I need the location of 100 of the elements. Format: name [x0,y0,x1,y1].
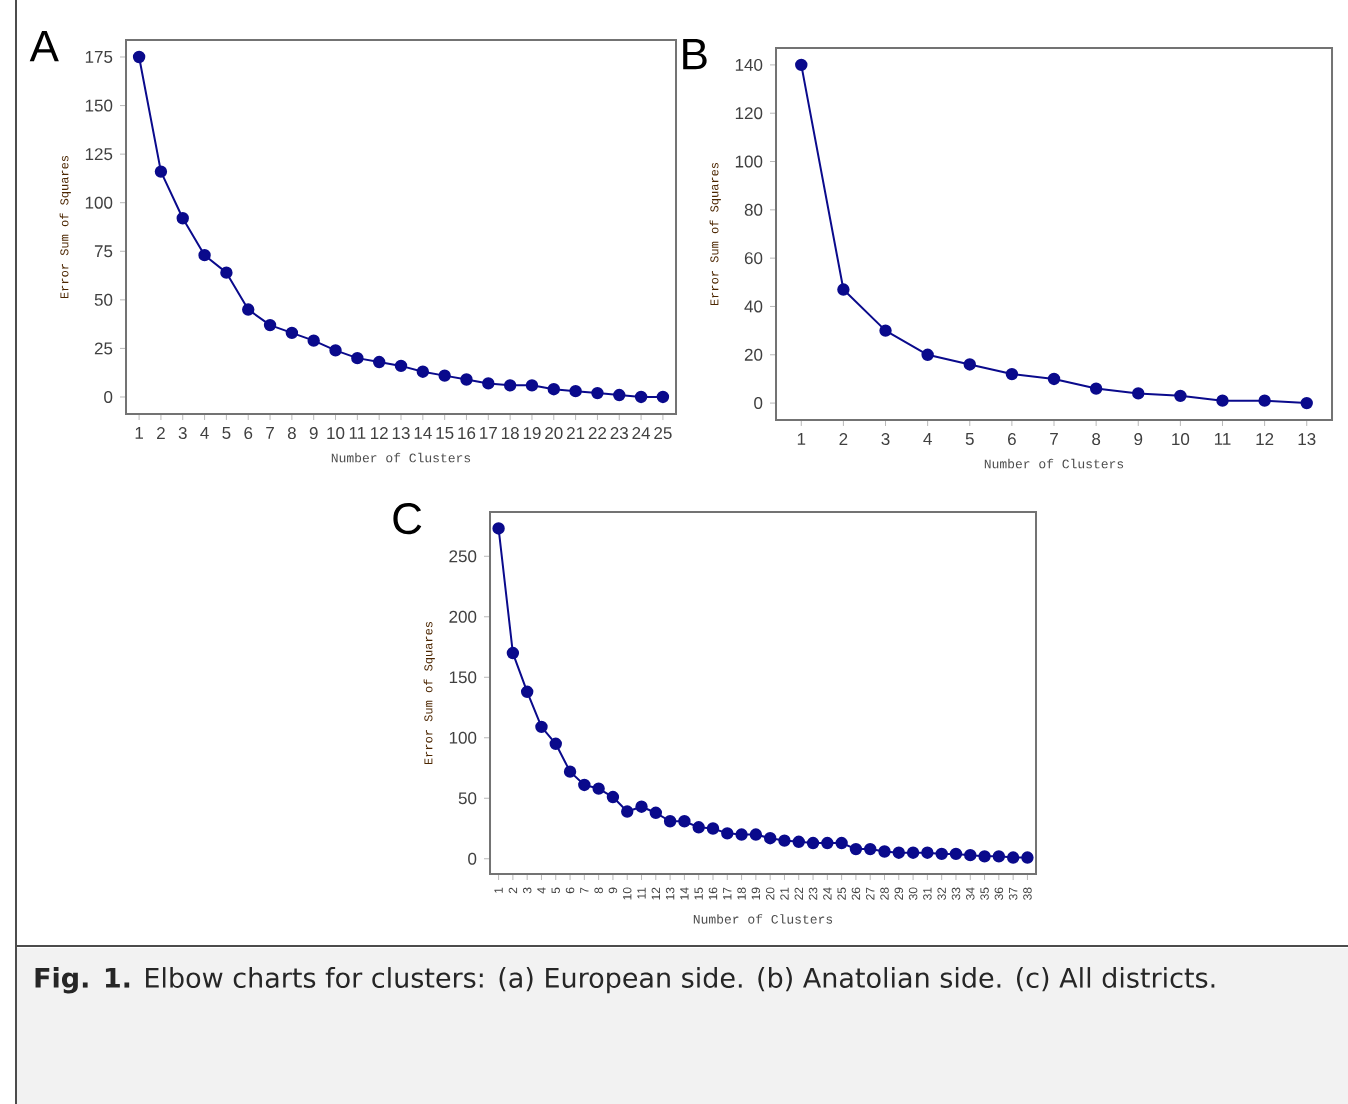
point [678,815,691,828]
point [569,384,582,398]
y-tick-label: 50 [458,792,477,805]
point [1132,387,1145,400]
x-tick-label: 14 [414,427,432,439]
y-tick-label: 25 [94,342,113,355]
point [563,765,577,778]
point [606,790,620,804]
point [176,212,189,225]
point [613,388,626,402]
y-tick-label: 120 [735,107,763,120]
text: Fig. 1. Elbow charts for clusters: (a) European side. (b) Anatolian side. (c) All districts. [35,967,1215,994]
x-tick-label: 17 [480,427,497,439]
point [778,834,791,847]
chart-title: B [683,39,707,70]
point [154,165,168,178]
point [394,359,408,373]
x-tick-label: 18 [501,427,519,440]
chart-title: C [393,503,422,535]
point [307,334,320,347]
point [1005,367,1019,381]
x-tick-label: 1 [135,427,143,439]
point [506,646,520,660]
y-tick-label: 0 [104,390,113,403]
y-tick-label: 140 [735,58,763,71]
point [263,318,277,332]
point [706,822,720,835]
x-tick-label: 21 [567,427,585,439]
x-tick-label: 15 [436,427,454,439]
x-tick-label: 4 [200,427,209,439]
point [520,685,534,698]
point [921,348,934,361]
x-tick-label: 13 [1298,433,1316,446]
point [821,836,834,850]
x-tick-label: 22 [588,427,607,439]
point [132,50,146,64]
x-tick-label: 10 [1172,433,1190,446]
x-tick-label: 13 [392,427,410,440]
x-tick-label: 2 [839,433,848,445]
y-tick-label: 0 [468,852,477,865]
point [1216,394,1229,407]
point [547,383,560,396]
x-tick-label: 25 [654,427,672,440]
point [906,846,920,859]
x-tick-label: 11 [1214,433,1231,445]
chart-title: A [29,31,59,62]
y-tick-label: 0 [754,397,763,410]
y-tick-label: 200 [449,610,477,623]
x-tick-label: 12 [371,427,388,439]
point [329,344,342,357]
y-tick-label: 75 [94,245,113,258]
x-tick-label: 8 [1092,433,1101,446]
point [503,379,517,392]
point [692,821,705,834]
x-tick-label: 12 [1256,433,1274,445]
x-tick-label: 3 [178,427,187,440]
point [663,815,677,828]
point [482,377,495,390]
x-tick-label: 6 [244,427,253,440]
x-tick-label: 4 [923,433,932,445]
point [849,842,863,856]
point [949,847,963,861]
x-tick-label: 16 [458,427,476,440]
point [1300,396,1313,410]
y-tick-label: 100 [735,155,763,168]
point [835,836,848,850]
point [591,386,604,400]
point [438,369,451,382]
point [978,850,991,863]
point [1047,372,1061,386]
point [578,778,591,792]
x-tick-label: 5 [222,427,231,439]
point [460,373,473,386]
point [198,248,211,262]
point [1021,851,1034,864]
point [806,836,820,850]
x-tick-label: 5 [965,433,974,445]
point [721,827,734,840]
x-tick-label: 10 [327,427,345,440]
x-tick-label: 9 [1134,433,1143,446]
x-tick-label: 7 [266,427,274,439]
point [763,831,777,845]
point [892,846,905,859]
point [864,842,877,856]
point [242,303,255,316]
point [792,835,805,849]
y-tick-label: 150 [85,99,113,112]
y-tick-label: 60 [744,252,763,265]
point [416,365,430,378]
x-tick-label: 11 [349,427,366,439]
x-tick-label: 6 [1008,433,1016,446]
y-tick-label: 100 [449,731,477,744]
y-tick-label: 125 [85,148,113,161]
point [592,782,605,795]
y-tick-label: 250 [449,550,477,563]
y-tick-label: 40 [744,300,763,313]
point [837,283,850,296]
point [879,324,892,337]
point [220,266,233,279]
point [749,828,763,841]
